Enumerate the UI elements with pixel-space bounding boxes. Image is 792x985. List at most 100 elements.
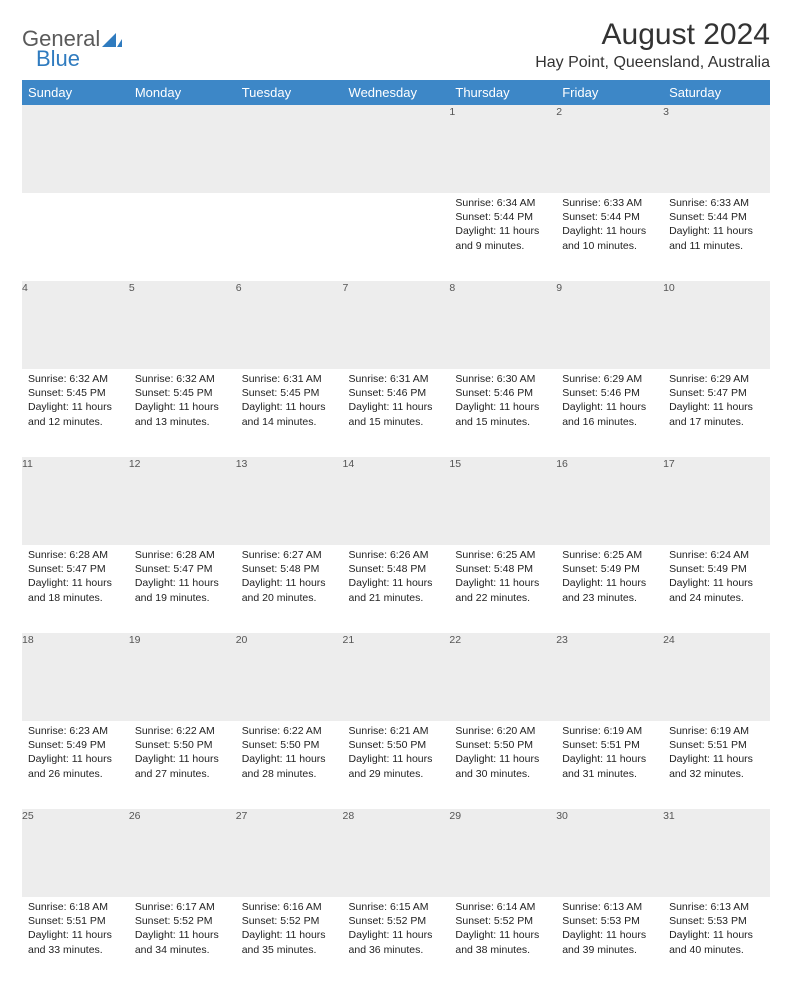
sunset-text: Sunset: 5:50 PM — [135, 738, 230, 752]
day-details: Sunrise: 6:30 AMSunset: 5:46 PMDaylight:… — [449, 369, 556, 435]
day-body-cell: Sunrise: 6:33 AMSunset: 5:44 PMDaylight:… — [556, 193, 663, 281]
sunset-text: Sunset: 5:46 PM — [562, 386, 657, 400]
day-number-cell: 7 — [343, 281, 450, 369]
day-body-cell: Sunrise: 6:15 AMSunset: 5:52 PMDaylight:… — [343, 897, 450, 985]
daylight-text: Daylight: 11 hours — [562, 928, 657, 942]
day-number-cell — [22, 105, 129, 193]
day-number-cell: 21 — [343, 633, 450, 721]
daylight-text: and 12 minutes. — [28, 415, 123, 429]
day-details: Sunrise: 6:19 AMSunset: 5:51 PMDaylight:… — [663, 721, 770, 787]
sunrise-text: Sunrise: 6:27 AM — [242, 548, 337, 562]
day-details: Sunrise: 6:16 AMSunset: 5:52 PMDaylight:… — [236, 897, 343, 963]
weekday-tue: Tuesday — [236, 80, 343, 105]
weekday-sun: Sunday — [22, 80, 129, 105]
day-details: Sunrise: 6:22 AMSunset: 5:50 PMDaylight:… — [129, 721, 236, 787]
daylight-text: and 36 minutes. — [349, 943, 444, 957]
daylight-text: Daylight: 11 hours — [349, 400, 444, 414]
day-details: Sunrise: 6:17 AMSunset: 5:52 PMDaylight:… — [129, 897, 236, 963]
weekday-mon: Monday — [129, 80, 236, 105]
day-body-cell: Sunrise: 6:31 AMSunset: 5:46 PMDaylight:… — [343, 369, 450, 457]
daylight-text: and 22 minutes. — [455, 591, 550, 605]
daylight-text: and 35 minutes. — [242, 943, 337, 957]
day-details: Sunrise: 6:13 AMSunset: 5:53 PMDaylight:… — [556, 897, 663, 963]
day-body-cell: Sunrise: 6:19 AMSunset: 5:51 PMDaylight:… — [663, 721, 770, 809]
sunrise-text: Sunrise: 6:25 AM — [562, 548, 657, 562]
sunrise-text: Sunrise: 6:15 AM — [349, 900, 444, 914]
daylight-text: Daylight: 11 hours — [455, 928, 550, 942]
sunset-text: Sunset: 5:44 PM — [562, 210, 657, 224]
sunrise-text: Sunrise: 6:18 AM — [28, 900, 123, 914]
daylight-text: Daylight: 11 hours — [349, 752, 444, 766]
day-details: Sunrise: 6:18 AMSunset: 5:51 PMDaylight:… — [22, 897, 129, 963]
daylight-text: and 34 minutes. — [135, 943, 230, 957]
day-number-cell: 4 — [22, 281, 129, 369]
weekday-fri: Friday — [556, 80, 663, 105]
day-number-cell: 12 — [129, 457, 236, 545]
day-number-cell: 18 — [22, 633, 129, 721]
daylight-text: Daylight: 11 hours — [135, 400, 230, 414]
sunrise-text: Sunrise: 6:21 AM — [349, 724, 444, 738]
day-details: Sunrise: 6:26 AMSunset: 5:48 PMDaylight:… — [343, 545, 450, 611]
daylight-text: Daylight: 11 hours — [455, 224, 550, 238]
day-number-cell: 22 — [449, 633, 556, 721]
day-body-row: Sunrise: 6:18 AMSunset: 5:51 PMDaylight:… — [22, 897, 770, 985]
day-number-cell: 8 — [449, 281, 556, 369]
sunrise-text: Sunrise: 6:29 AM — [562, 372, 657, 386]
daylight-text: Daylight: 11 hours — [349, 576, 444, 590]
daylight-text: and 10 minutes. — [562, 239, 657, 253]
day-body-cell: Sunrise: 6:18 AMSunset: 5:51 PMDaylight:… — [22, 897, 129, 985]
daylight-text: Daylight: 11 hours — [242, 752, 337, 766]
daylight-text: Daylight: 11 hours — [455, 576, 550, 590]
day-body-cell: Sunrise: 6:28 AMSunset: 5:47 PMDaylight:… — [129, 545, 236, 633]
sunrise-text: Sunrise: 6:31 AM — [242, 372, 337, 386]
day-body-cell: Sunrise: 6:33 AMSunset: 5:44 PMDaylight:… — [663, 193, 770, 281]
day-details: Sunrise: 6:24 AMSunset: 5:49 PMDaylight:… — [663, 545, 770, 611]
day-number-cell: 24 — [663, 633, 770, 721]
sunset-text: Sunset: 5:49 PM — [562, 562, 657, 576]
day-body-cell: Sunrise: 6:22 AMSunset: 5:50 PMDaylight:… — [129, 721, 236, 809]
daylight-text: Daylight: 11 hours — [669, 576, 764, 590]
daylight-text: and 9 minutes. — [455, 239, 550, 253]
day-details: Sunrise: 6:32 AMSunset: 5:45 PMDaylight:… — [22, 369, 129, 435]
day-number-cell: 9 — [556, 281, 663, 369]
day-body-cell: Sunrise: 6:32 AMSunset: 5:45 PMDaylight:… — [129, 369, 236, 457]
daylight-text: Daylight: 11 hours — [28, 576, 123, 590]
sunset-text: Sunset: 5:52 PM — [455, 914, 550, 928]
day-details: Sunrise: 6:29 AMSunset: 5:46 PMDaylight:… — [556, 369, 663, 435]
day-number-cell: 30 — [556, 809, 663, 897]
sunset-text: Sunset: 5:48 PM — [455, 562, 550, 576]
sunrise-text: Sunrise: 6:28 AM — [135, 548, 230, 562]
daylight-text: and 14 minutes. — [242, 415, 337, 429]
daylight-text: Daylight: 11 hours — [242, 928, 337, 942]
day-body-cell: Sunrise: 6:13 AMSunset: 5:53 PMDaylight:… — [663, 897, 770, 985]
day-body-cell: Sunrise: 6:24 AMSunset: 5:49 PMDaylight:… — [663, 545, 770, 633]
day-body-cell: Sunrise: 6:31 AMSunset: 5:45 PMDaylight:… — [236, 369, 343, 457]
day-number-cell: 26 — [129, 809, 236, 897]
sunrise-text: Sunrise: 6:29 AM — [669, 372, 764, 386]
sunset-text: Sunset: 5:49 PM — [669, 562, 764, 576]
day-body-cell — [236, 193, 343, 281]
daylight-text: Daylight: 11 hours — [669, 928, 764, 942]
day-number-row: 45678910 — [22, 281, 770, 369]
title-block: August 2024 Hay Point, Queensland, Austr… — [535, 18, 770, 72]
daylight-text: and 31 minutes. — [562, 767, 657, 781]
sunrise-text: Sunrise: 6:14 AM — [455, 900, 550, 914]
day-body-cell: Sunrise: 6:14 AMSunset: 5:52 PMDaylight:… — [449, 897, 556, 985]
day-number-cell: 5 — [129, 281, 236, 369]
sunrise-text: Sunrise: 6:32 AM — [135, 372, 230, 386]
daylight-text: and 40 minutes. — [669, 943, 764, 957]
sunset-text: Sunset: 5:53 PM — [669, 914, 764, 928]
sunset-text: Sunset: 5:51 PM — [28, 914, 123, 928]
day-details: Sunrise: 6:28 AMSunset: 5:47 PMDaylight:… — [129, 545, 236, 611]
day-body-row: Sunrise: 6:32 AMSunset: 5:45 PMDaylight:… — [22, 369, 770, 457]
day-number-row: 11121314151617 — [22, 457, 770, 545]
day-number-cell: 14 — [343, 457, 450, 545]
day-details: Sunrise: 6:14 AMSunset: 5:52 PMDaylight:… — [449, 897, 556, 963]
daylight-text: Daylight: 11 hours — [669, 400, 764, 414]
day-body-cell: Sunrise: 6:21 AMSunset: 5:50 PMDaylight:… — [343, 721, 450, 809]
daylight-text: and 30 minutes. — [455, 767, 550, 781]
day-number-cell: 25 — [22, 809, 129, 897]
sunrise-text: Sunrise: 6:28 AM — [28, 548, 123, 562]
daylight-text: Daylight: 11 hours — [28, 928, 123, 942]
daylight-text: and 29 minutes. — [349, 767, 444, 781]
